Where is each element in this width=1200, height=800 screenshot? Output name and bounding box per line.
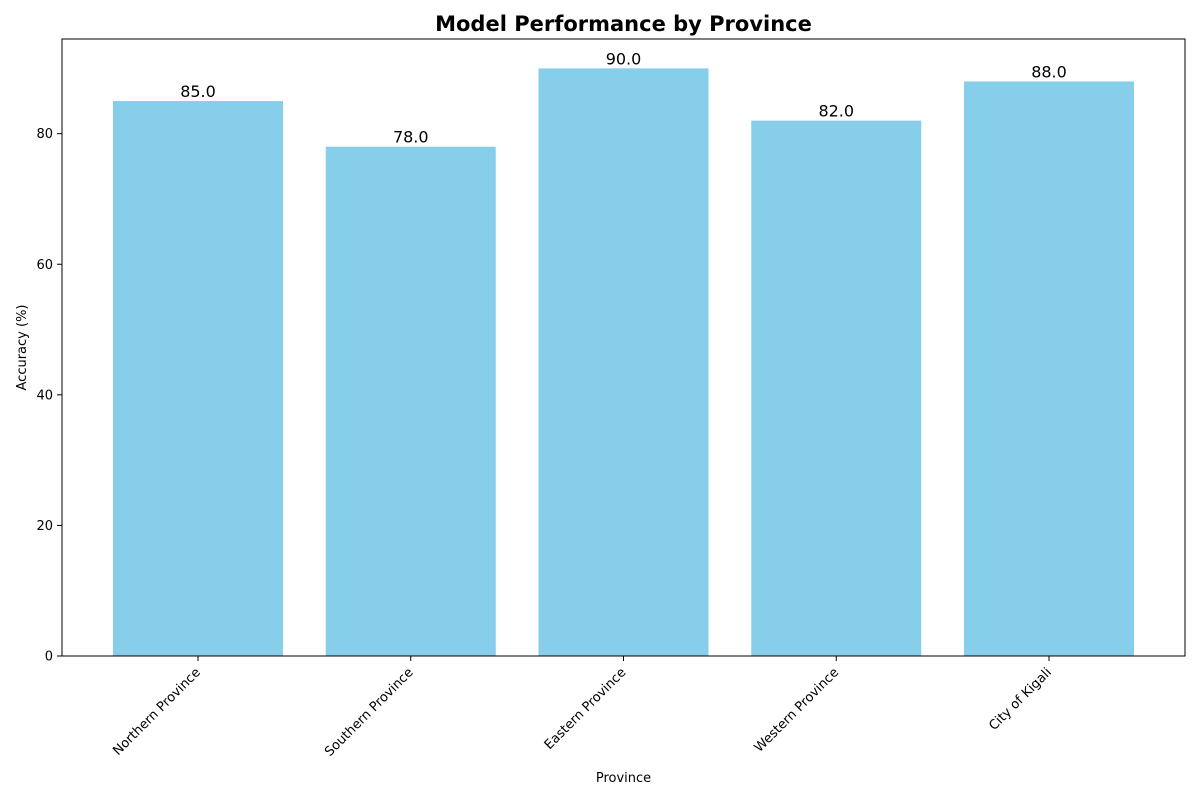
bars-group xyxy=(113,68,1134,657)
y-axis-label: Accuracy (%) xyxy=(15,305,30,391)
x-tick-label: Southern Province xyxy=(322,665,416,759)
bar-value-label: 78.0 xyxy=(393,128,429,147)
y-tick-label: 20 xyxy=(36,519,53,534)
y-tick-label: 0 xyxy=(45,650,53,665)
x-tick-label: Western Province xyxy=(752,665,842,755)
bar-value-label: 85.0 xyxy=(180,82,216,101)
bar xyxy=(964,81,1134,657)
y-tick-label: 60 xyxy=(36,258,53,273)
bar-value-label: 82.0 xyxy=(818,102,854,121)
bar-value-label: 88.0 xyxy=(1031,62,1067,81)
x-tick-label: Northern Province xyxy=(110,665,203,758)
plot-frame xyxy=(61,38,1186,657)
bar xyxy=(751,120,922,656)
x-axis: Northern Province Southern Province Easter… xyxy=(110,656,1055,760)
bar xyxy=(325,146,496,656)
y-tick-label: 80 xyxy=(36,127,53,142)
value-labels-group: 85.0 78.0 90.0 82.0 88.0 xyxy=(180,49,1067,146)
bar-value-label: 90.0 xyxy=(606,49,642,68)
bar xyxy=(538,68,709,656)
bar xyxy=(113,101,283,656)
x-axis-label: Province xyxy=(596,771,651,786)
x-tick-label: City of Kigali xyxy=(986,665,1054,733)
chart-title: Model Performance by Province xyxy=(435,12,812,36)
y-tick-label: 40 xyxy=(36,388,53,403)
x-tick-label: Eastern Province xyxy=(542,665,630,753)
y-axis: 0 20 40 60 80 xyxy=(36,127,62,665)
